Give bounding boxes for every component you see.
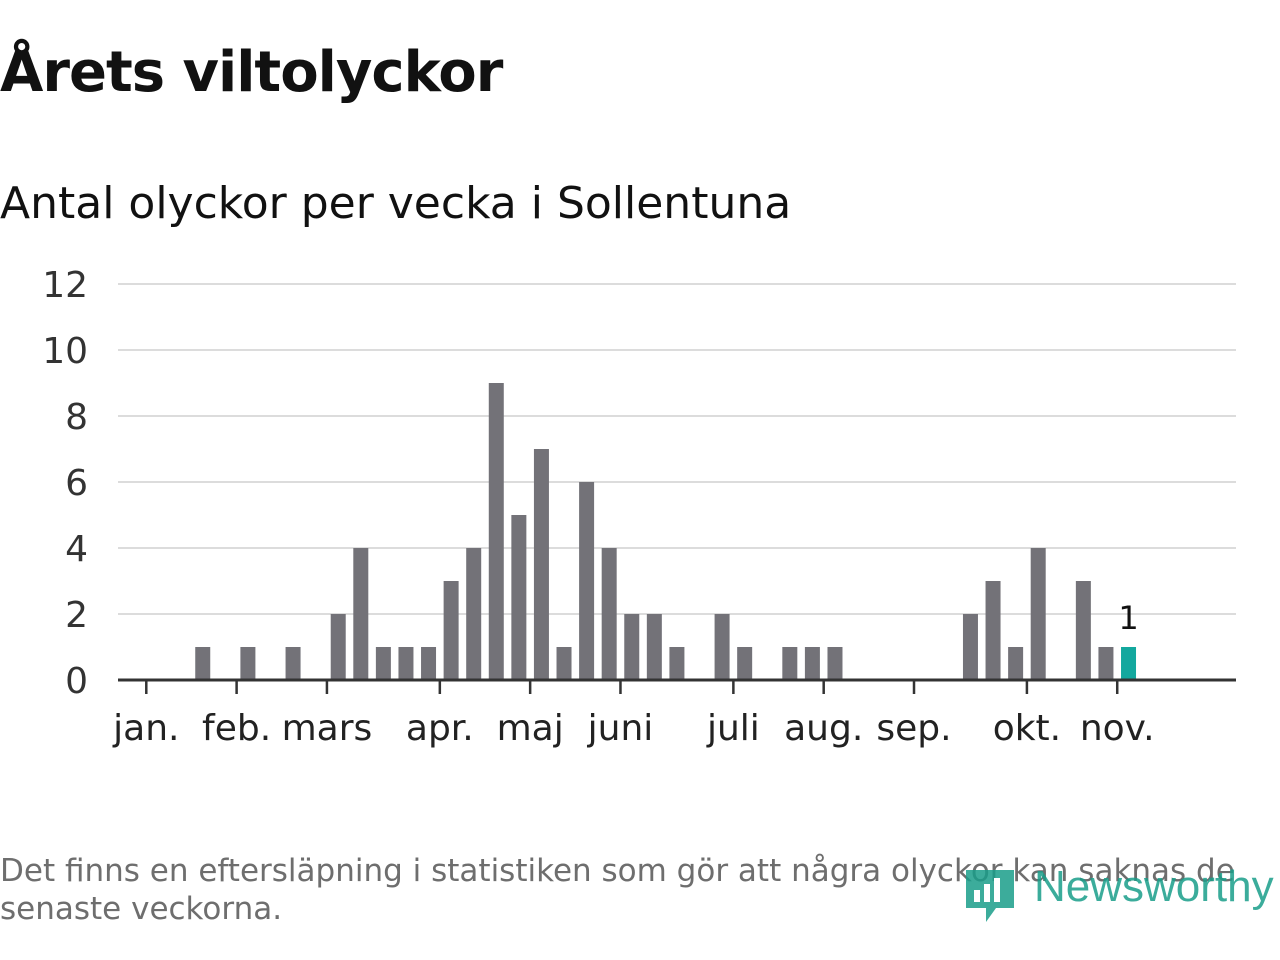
bar-value-label: 1 bbox=[1118, 599, 1138, 637]
y-tick-label: 4 bbox=[65, 529, 88, 570]
month-labels: jan. feb. mars apr. maj juni juli aug. sep. okt. n… bbox=[112, 680, 1155, 749]
bar bbox=[285, 647, 301, 680]
bar bbox=[443, 581, 459, 680]
newsworthy-logo-icon bbox=[966, 870, 1014, 922]
bar bbox=[1030, 548, 1046, 680]
month-label: okt. bbox=[993, 708, 1061, 749]
bar bbox=[827, 647, 843, 680]
bar bbox=[330, 614, 346, 680]
bar bbox=[601, 548, 617, 680]
month-label: feb. bbox=[202, 708, 271, 749]
bar bbox=[1075, 581, 1091, 680]
bar bbox=[421, 647, 437, 680]
bar bbox=[985, 581, 1001, 680]
bars: 1 bbox=[195, 383, 1139, 680]
bar bbox=[511, 515, 527, 680]
bar bbox=[195, 647, 211, 680]
bar bbox=[714, 614, 730, 680]
bar bbox=[669, 647, 685, 680]
bar bbox=[375, 647, 391, 680]
bar bbox=[1098, 647, 1114, 680]
y-tick-label: 2 bbox=[65, 595, 88, 636]
y-tick-label: 12 bbox=[42, 265, 88, 306]
bar bbox=[353, 548, 369, 680]
bar bbox=[737, 647, 753, 680]
month-label: jan. bbox=[112, 708, 179, 749]
bar bbox=[488, 383, 504, 680]
chart-subtitle: Antal olyckor per vecka i Sollentuna bbox=[0, 178, 792, 229]
month-label: mars bbox=[282, 708, 373, 749]
footnote: Det finns en eftersläpning i statistiken… bbox=[0, 853, 1235, 927]
bar-highlight bbox=[1121, 647, 1137, 680]
chart-title: Årets viltolyckor bbox=[0, 40, 503, 105]
y-tick-label: 10 bbox=[42, 331, 88, 372]
y-tick-label: 0 bbox=[65, 661, 88, 702]
month-label: juni bbox=[587, 708, 654, 749]
bar bbox=[533, 449, 549, 680]
y-tick-label: 6 bbox=[65, 463, 88, 504]
month-label: apr. bbox=[406, 708, 474, 749]
bar bbox=[1008, 647, 1024, 680]
y-axis-ticks: 0 2 4 6 8 10 12 bbox=[42, 265, 88, 702]
bar bbox=[962, 614, 978, 680]
bar bbox=[556, 647, 572, 680]
y-tick-label: 8 bbox=[65, 397, 88, 438]
month-label: juli bbox=[706, 708, 760, 749]
month-label: aug. bbox=[784, 708, 863, 749]
month-label: sep. bbox=[876, 708, 951, 749]
bar bbox=[240, 647, 256, 680]
bar bbox=[646, 614, 662, 680]
bar bbox=[782, 647, 798, 680]
bar-chart: 0 2 4 6 8 10 12 1 jan. feb. mars apr. maj juni juli a… bbox=[42, 265, 1236, 749]
month-label: nov. bbox=[1080, 708, 1155, 749]
bar bbox=[804, 647, 820, 680]
logo-text: Newsworthy bbox=[1034, 862, 1274, 911]
bar bbox=[466, 548, 482, 680]
bar bbox=[579, 482, 595, 680]
bar bbox=[398, 647, 414, 680]
newsworthy-logo: Newsworthy bbox=[962, 856, 1280, 928]
month-label: maj bbox=[497, 708, 564, 749]
gridlines bbox=[118, 283, 1236, 615]
bar bbox=[624, 614, 640, 680]
